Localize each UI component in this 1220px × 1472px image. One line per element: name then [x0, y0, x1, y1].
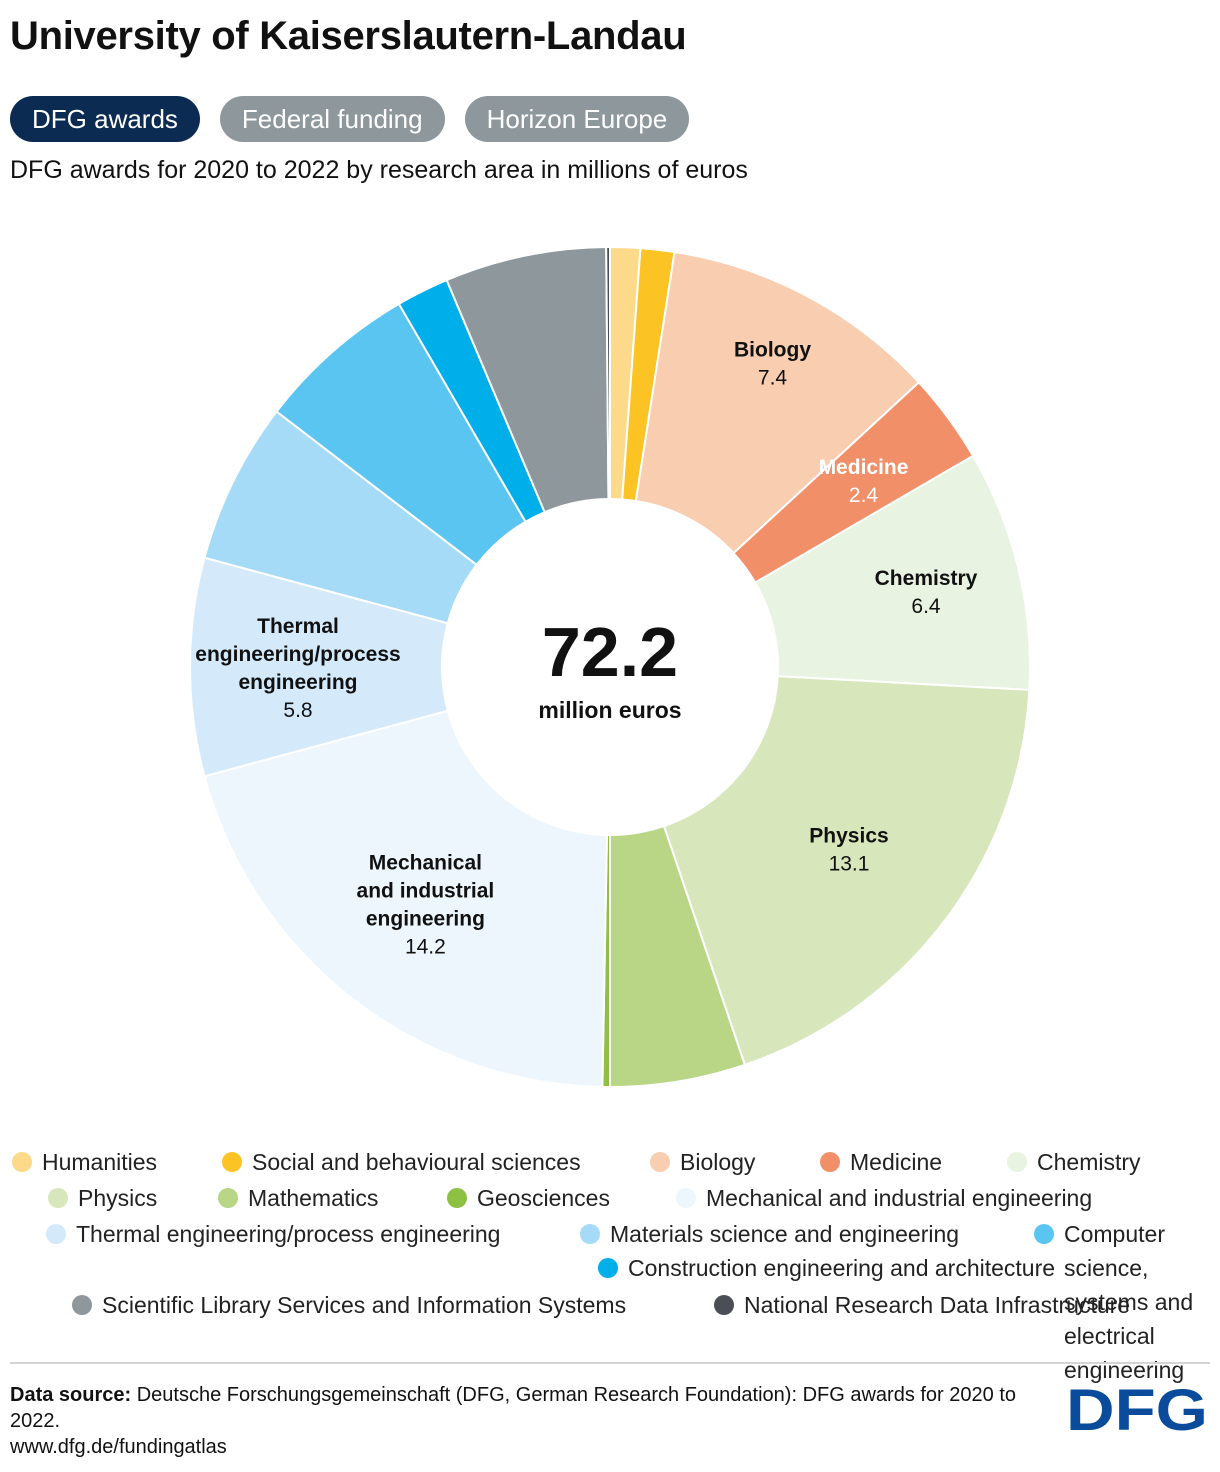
legend-item-materials-science: Materials science and engineering: [580, 1217, 959, 1251]
slice-mechanical-and-industrial-engineering: [203, 709, 608, 1088]
center-total-value: 72.2: [542, 613, 678, 691]
slice-biology: [634, 250, 921, 555]
legend-item-computer-science: Computer science, systems and electrical…: [1034, 1217, 1220, 1387]
legend-item-social-sciences: Social and behavioural sciences: [222, 1145, 581, 1179]
legend-item-construction-engineering: Construction engineering and architectur…: [598, 1251, 1055, 1285]
legend-label: National Research Data Infrastructure: [744, 1292, 1131, 1318]
legend-dot: [714, 1295, 734, 1315]
legend-dot: [447, 1188, 467, 1208]
slice-value-biology: 7.4: [758, 367, 788, 390]
slice-value-chemistry: 6.4: [911, 595, 941, 618]
legend-dot: [580, 1224, 600, 1244]
legend-label: Humanities: [42, 1149, 158, 1175]
data-source-text: Deutsche Forschungsgemeinschaft (DFG, Ge…: [10, 1384, 1016, 1432]
slice-label-medicine: Medicine: [819, 456, 909, 479]
legend-dot: [820, 1152, 840, 1172]
legend-item-mathematics: Mathematics: [218, 1181, 378, 1215]
legend-item-geosciences: Geosciences: [447, 1181, 610, 1215]
center-total-label: million euros: [538, 697, 681, 723]
chart-subtitle: DFG awards for 2020 to 2022 by research …: [10, 156, 748, 184]
legend-label: Mathematics: [248, 1185, 379, 1211]
legend-item-biology: Biology: [650, 1145, 755, 1179]
legend-dot: [598, 1258, 618, 1278]
legend-label: Medicine: [850, 1149, 943, 1175]
legend-dot: [46, 1224, 66, 1244]
legend-item-mechanical-engineering: Mechanical and industrial engineering: [676, 1181, 1092, 1215]
slice-label-mechanical-and-industrial-engineering: engineering: [366, 908, 485, 931]
legend-dot: [12, 1152, 32, 1172]
slice-value-mechanical-and-industrial-engineering: 14.2: [405, 936, 446, 959]
legend-dot: [218, 1188, 238, 1208]
tab-federal-funding[interactable]: Federal funding: [219, 96, 445, 142]
slice-value-physics: 13.1: [829, 852, 870, 875]
legend-label: Computer science, systems and electrical…: [1064, 1221, 1194, 1383]
legend-dot: [650, 1152, 670, 1172]
legend-label: Thermal engineering/process engineering: [76, 1221, 501, 1247]
legend-label: Construction engineering and architectur…: [628, 1255, 1056, 1281]
legend-item-research-data-infrastructure: National Research Data Infrastructure: [714, 1288, 1130, 1322]
tab-horizon-europe[interactable]: Horizon Europe: [464, 96, 690, 142]
donut-chart: Biology 7.4 Medicine 2.4 Chemistry 6.4 Physics…: [189, 245, 1031, 1089]
legend-dot: [222, 1152, 242, 1172]
legend-item-thermal-engineering: Thermal engineering/process engineering: [46, 1217, 500, 1251]
legend-dot: [72, 1295, 92, 1315]
legend-label: Geosciences: [477, 1185, 610, 1211]
legend-dot: [676, 1188, 696, 1208]
legend-label: Biology: [680, 1149, 756, 1175]
legend-label: Scientific Library Services and Informat…: [102, 1292, 627, 1318]
slice-label-physics: Physics: [809, 824, 888, 847]
slice-label-mechanical-and-industrial-engineering: Mechanical: [369, 852, 482, 875]
dfg-logo-text: DFG: [1066, 1384, 1208, 1436]
page-title: University of Kaiserslautern-Landau: [10, 14, 687, 58]
slice-physics: [662, 675, 1031, 1067]
slice-national-research-data-infrastructure: [605, 245, 611, 501]
dfg-logo: DFG: [1066, 1384, 1208, 1436]
legend-label: Materials science and engineering: [610, 1221, 960, 1247]
funding-tabs: DFG awards Federal funding Horizon Europ…: [10, 96, 709, 142]
legend-item-library-services: Scientific Library Services and Informat…: [72, 1288, 626, 1322]
slice-label-mechanical-and-industrial-engineering: and industrial: [357, 880, 495, 903]
slice-value-medicine: 2.4: [849, 484, 879, 507]
legend-item-physics: Physics: [48, 1181, 157, 1215]
legend-label: Mechanical and industrial engineering: [706, 1185, 1093, 1211]
slice-label-thermal-engineering-process-engineering: engineering/process: [195, 643, 400, 666]
footer-divider: [10, 1362, 1210, 1364]
slice-label-thermal-engineering-process-engineering: engineering: [238, 671, 357, 694]
legend-dot: [48, 1188, 68, 1208]
legend-item-chemistry: Chemistry: [1007, 1145, 1141, 1179]
slice-label-chemistry: Chemistry: [875, 567, 978, 590]
slice-value-thermal-engineering-process-engineering: 5.8: [283, 699, 312, 722]
slice-label-biology: Biology: [734, 339, 811, 362]
tab-dfg-awards[interactable]: DFG awards: [10, 96, 200, 142]
data-source-label: Data source:: [10, 1384, 132, 1406]
legend-item-medicine: Medicine: [820, 1145, 942, 1179]
legend-item-humanities: Humanities: [12, 1145, 157, 1179]
data-source: Data source: Deutsche Forschungsgemeinsc…: [10, 1382, 1040, 1460]
slice-chemistry: [753, 454, 1031, 691]
legend-label: Physics: [78, 1185, 158, 1211]
legend-label: Social and behavioural sciences: [252, 1149, 581, 1175]
slice-label-thermal-engineering-process-engineering: Thermal: [257, 615, 339, 638]
legend-dot: [1034, 1224, 1054, 1244]
legend-label: Chemistry: [1037, 1149, 1141, 1175]
legend-dot: [1007, 1152, 1027, 1172]
data-source-url[interactable]: www.dfg.de/fundingatlas: [10, 1436, 227, 1458]
